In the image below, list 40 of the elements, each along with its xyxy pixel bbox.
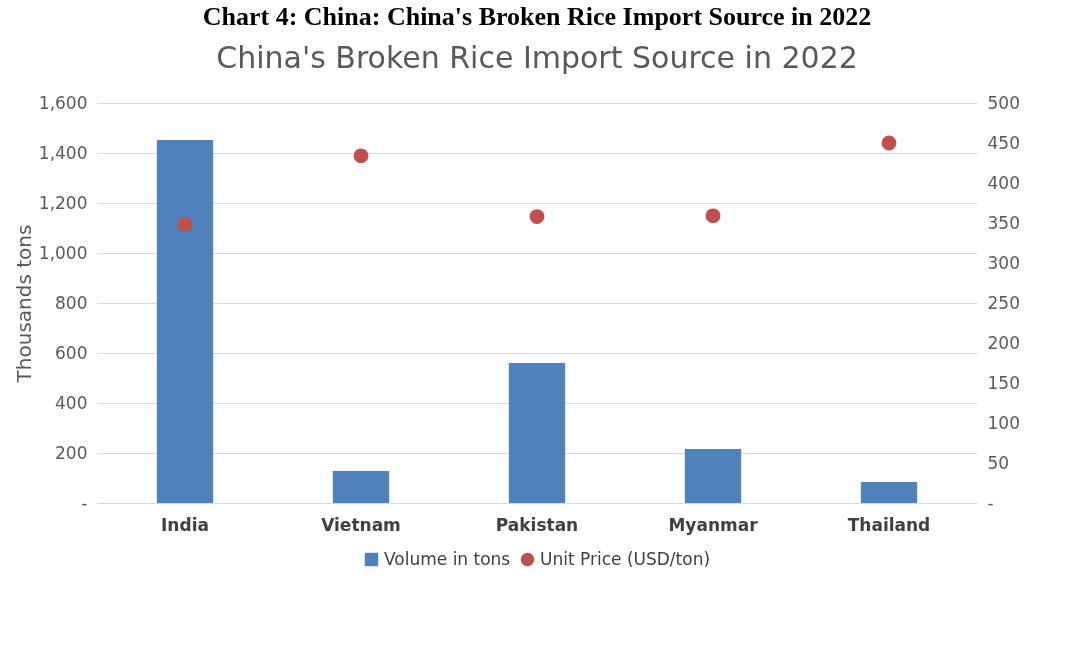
y2-tick-label: 500 — [987, 92, 1020, 113]
y-tick-label: 600 — [55, 342, 88, 363]
bar — [332, 471, 390, 503]
y-tick-label: 800 — [55, 292, 88, 313]
x-tick-label: India — [161, 514, 209, 535]
legend-label: Unit Price (USD/ton) — [540, 548, 711, 569]
chart-subtitle: China's Broken Rice Import Source in 2022 — [216, 40, 858, 75]
x-tick-label: Myanmar — [668, 514, 759, 535]
bar — [156, 140, 214, 503]
y2-tick-label: - — [987, 492, 994, 513]
x-tick-label: Vietnam — [321, 514, 401, 535]
chart-title: Chart 4: China: China's Broken Rice Import Source in 2022 — [202, 2, 872, 31]
y2-tick-label: 150 — [987, 372, 1020, 393]
y2-tick-label: 200 — [987, 332, 1020, 353]
bar — [508, 363, 566, 503]
point — [705, 208, 721, 224]
y2-tick-label: 100 — [987, 412, 1020, 433]
y-axis-title: Thousands tons — [11, 224, 36, 384]
y2-tick-label: 350 — [987, 212, 1020, 233]
y2-tick-label: 400 — [987, 172, 1020, 193]
point — [529, 209, 545, 224]
y-tick-label: 1,400 — [38, 142, 88, 163]
y-tick-label: 1,600 — [38, 92, 88, 113]
legend-label: Volume in tons — [384, 548, 511, 569]
y2-tick-label: 300 — [987, 252, 1020, 273]
y2-tick-label: 250 — [987, 292, 1020, 313]
point — [881, 135, 897, 151]
point — [353, 148, 369, 164]
bar — [860, 482, 918, 503]
y2-tick-label: 450 — [987, 132, 1020, 153]
x-tick-label: Pakistan — [495, 514, 579, 535]
y-tick-label: 200 — [55, 442, 88, 463]
point — [177, 217, 193, 232]
y-tick-label: 1,200 — [38, 192, 88, 213]
y-tick-label: 1,000 — [38, 242, 88, 263]
bar — [684, 449, 742, 503]
y-tick-label: 400 — [55, 392, 88, 413]
y2-tick-label: 50 — [987, 452, 1010, 473]
y-tick-label: - — [81, 492, 88, 513]
x-tick-label: Thailand — [847, 514, 931, 535]
